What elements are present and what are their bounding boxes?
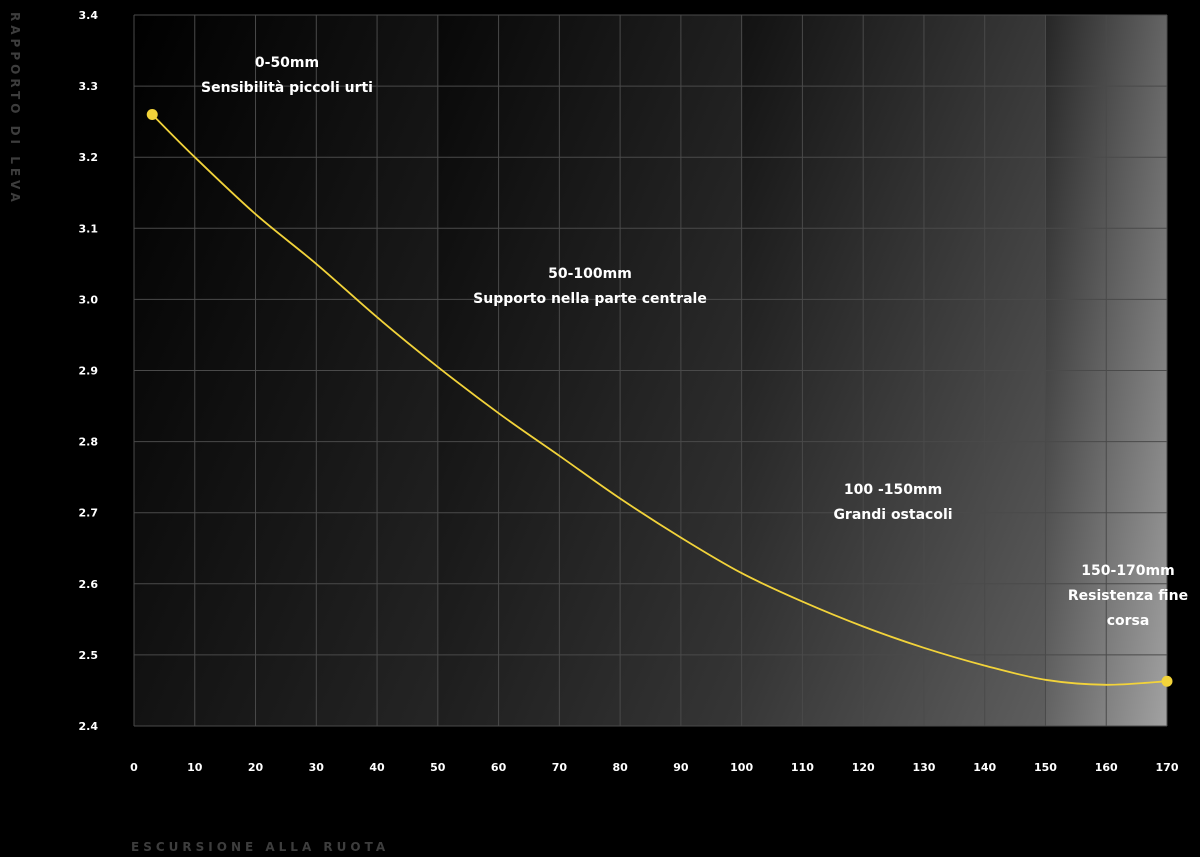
range-label-3-line1: 150-170mm	[1081, 563, 1174, 579]
x-tick-label: 160	[1095, 761, 1118, 774]
x-tick-label: 100	[730, 761, 753, 774]
x-tick-label: 70	[552, 761, 568, 774]
y-tick-label: 2.7	[79, 507, 99, 520]
range-label-3-line3: corsa	[1107, 613, 1150, 629]
y-tick-label: 2.6	[79, 578, 99, 591]
y-tick-label: 2.8	[79, 436, 99, 449]
range-label-2-line1: 100 -150mm	[844, 482, 942, 498]
x-tick-label: 50	[430, 761, 446, 774]
range-label-0-line1: 0-50mm	[255, 55, 319, 71]
range-label-1-line1: 50-100mm	[548, 266, 632, 282]
x-tick-label: 10	[187, 761, 203, 774]
x-tick-label: 140	[973, 761, 996, 774]
range-label-3-line2: Resistenza fine	[1068, 588, 1188, 604]
x-tick-label: 90	[673, 761, 689, 774]
x-tick-label: 20	[248, 761, 264, 774]
range-annotations: 0-50mm Sensibilità piccoli urti 50-100mm Su…	[201, 55, 1188, 629]
x-tick-label: 150	[1034, 761, 1057, 774]
x-tick-label: 30	[309, 761, 325, 774]
x-tick-label: 40	[369, 761, 385, 774]
y-tick-label: 3.0	[79, 293, 99, 306]
y-tick-label: 2.5	[79, 649, 99, 662]
leverage-ratio-curve	[151, 113, 1168, 686]
range-label-0-line2: Sensibilità piccoli urti	[201, 80, 373, 96]
range-label-1-line2: Supporto nella parte centrale	[473, 291, 707, 307]
curve-end-point	[1161, 675, 1173, 687]
x-axis-title: ESCURSIONE ALLA RUOTA	[131, 840, 389, 854]
y-tick-label: 3.1	[79, 222, 99, 235]
x-tick-label: 170	[1156, 761, 1179, 774]
grid-lines	[133, 14, 1168, 727]
y-tick-label: 3.4	[79, 9, 99, 22]
y-axis-ticks: 3.4 3.3 3.2 3.1 3.0 2.9 2.8 2.7 2.6 2.5 2.4	[79, 9, 99, 733]
x-tick-label: 110	[791, 761, 814, 774]
x-axis-ticks: 0 10 20 30 40 50 60 70 80 90 100 110 120 130 140 150 160…	[130, 761, 1179, 774]
curve-endpoints	[146, 109, 1173, 687]
y-axis-title: RAPPORTO DI LEVA	[8, 12, 22, 206]
y-tick-label: 3.3	[79, 80, 99, 93]
x-tick-label: 0	[130, 761, 138, 774]
range-label-2-line2: Grandi ostacoli	[833, 507, 952, 523]
x-tick-label: 60	[491, 761, 507, 774]
curve-start-point	[146, 109, 158, 121]
x-tick-label: 130	[912, 761, 935, 774]
x-tick-label: 120	[852, 761, 875, 774]
y-tick-label: 3.2	[79, 151, 99, 164]
x-tick-label: 80	[612, 761, 628, 774]
y-tick-label: 2.4	[79, 720, 99, 733]
y-tick-label: 2.9	[79, 365, 99, 378]
